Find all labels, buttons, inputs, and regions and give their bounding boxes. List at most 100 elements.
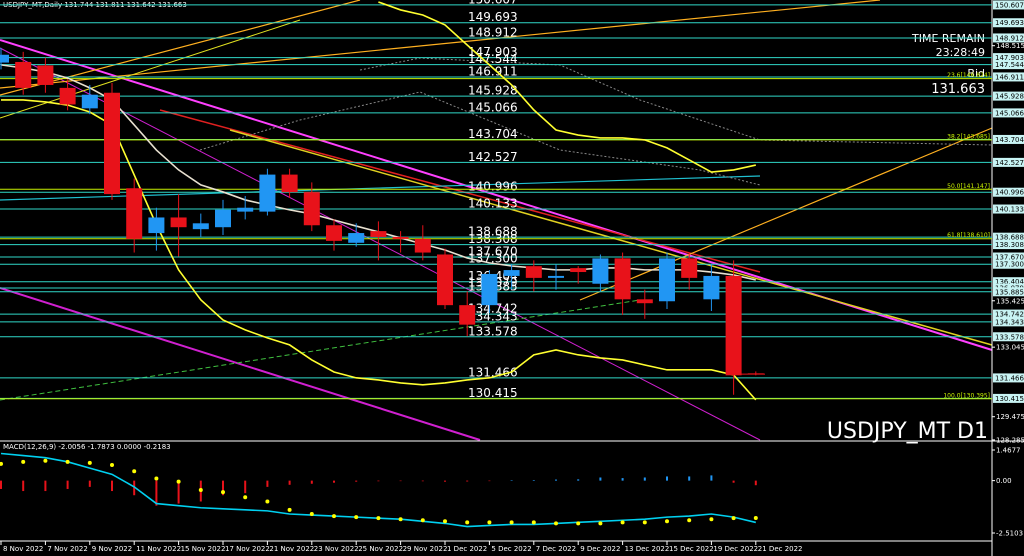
level-axis-label: 143.704 <box>995 136 1024 144</box>
candle-body <box>126 188 143 239</box>
trendline <box>579 127 993 301</box>
level-box <box>993 187 1024 197</box>
indicator-line <box>378 1 756 173</box>
macd-histogram-bar <box>488 480 491 482</box>
level-axis-label: 135.885 <box>995 288 1024 296</box>
level-axis-label: 138.308 <box>995 241 1024 249</box>
fib-label: 61.8[138.610] <box>947 232 990 239</box>
candle-body <box>614 258 631 300</box>
candle-body <box>192 223 209 230</box>
level-axis-label: 147.903 <box>995 54 1024 62</box>
macd-signal-dot <box>154 476 159 481</box>
macd-histogram-bar <box>510 480 513 481</box>
level-label: 145.066 <box>468 100 518 114</box>
candle-body <box>548 275 564 278</box>
macd-signal-dot <box>709 517 714 522</box>
candle-body <box>81 94 98 109</box>
level-box <box>993 204 1024 214</box>
level-axis-label: 131.466 <box>995 374 1024 382</box>
level-label: 140.996 <box>468 180 518 194</box>
level-box <box>993 332 1024 342</box>
x-tick-label: 9 Dec 2022 <box>580 545 620 553</box>
candle-body <box>414 238 431 253</box>
macd-histogram-bar <box>133 480 136 496</box>
macd-signal-dot <box>509 520 514 525</box>
level-label: 143.704 <box>468 127 518 141</box>
level-label: 145.928 <box>468 84 518 98</box>
macd-signal-dot <box>354 515 359 520</box>
level-box <box>993 33 1024 43</box>
bid: 131.663 <box>931 82 985 97</box>
x-tick-label: 7 Dec 2022 <box>536 545 576 553</box>
trendline <box>0 19 301 119</box>
level-box <box>993 91 1024 101</box>
level-box <box>993 134 1024 144</box>
macd-signal-dot <box>287 507 292 512</box>
macd-signal-dot <box>21 459 26 464</box>
candle-body <box>570 268 587 273</box>
timer: 23:28:49 <box>936 46 985 59</box>
macd-signal-dot <box>554 521 558 526</box>
level-box <box>993 309 1024 319</box>
fib-label: 23.6[146.824] <box>947 72 990 79</box>
level-label: 137.300 <box>468 252 518 266</box>
macd-histogram-bar <box>0 480 2 489</box>
macd-signal-dot <box>576 521 581 526</box>
level-axis-label: 142.527 <box>995 159 1024 167</box>
level-axis-label: 140.996 <box>995 189 1024 197</box>
x-tick-label: 9 Nov 2022 <box>92 545 132 553</box>
macd-histogram-bar <box>66 480 69 489</box>
macd-signal-dot <box>132 469 137 474</box>
macd-signal-dot <box>198 488 203 493</box>
x-tick-label: 29 Nov 2022 <box>403 545 448 553</box>
macd-histogram-bar <box>88 480 91 487</box>
macd-histogram-bar <box>421 480 424 482</box>
level-label: 149.693 <box>468 10 518 24</box>
x-tick-label: 25 Nov 2022 <box>358 545 403 553</box>
indicator-line <box>1 99 757 401</box>
macd-histogram-bar <box>732 480 735 483</box>
macd-signal-dot <box>598 521 603 526</box>
macd-histogram-bar <box>288 480 291 485</box>
macd-histogram-bar <box>688 476 691 481</box>
candle-body <box>170 217 187 228</box>
timer-label: TIME REMAIN <box>911 32 985 45</box>
candle-body <box>392 236 409 239</box>
x-tick-label: 11 Nov 2022 <box>136 545 181 553</box>
level-box <box>993 393 1024 403</box>
x-tick-label: 13 Dec 2022 <box>625 545 670 553</box>
level-axis-label: 150.607 <box>995 1 1024 9</box>
candle-body <box>303 192 320 226</box>
level-box <box>993 18 1024 28</box>
level-axis-label: 138.688 <box>995 234 1024 242</box>
macd-histogram-bar <box>155 480 158 506</box>
level-axis-label: 134.343 <box>995 318 1024 326</box>
macd-histogram-bar <box>444 480 446 482</box>
level-label: 147.544 <box>468 52 518 66</box>
macd-histogram-bar <box>310 480 313 484</box>
level-box <box>993 252 1024 262</box>
x-tick-label: 21 Nov 2022 <box>269 545 314 553</box>
macd-histogram-bar <box>355 480 358 482</box>
candle-body <box>59 87 76 105</box>
macd-signal-dot <box>398 517 403 522</box>
macd-signal-dot <box>376 516 381 521</box>
level-box <box>993 317 1024 327</box>
macd-title: MACD(12,26,9) -2.0056 -1.7873 0.0000 -0.… <box>3 443 171 451</box>
macd-histogram-bar <box>710 475 713 481</box>
x-tick-label: 7 Nov 2022 <box>47 545 87 553</box>
macd-histogram-bar <box>399 480 402 482</box>
macd-histogram-bar <box>555 479 557 481</box>
trendline <box>0 287 481 441</box>
candle-body <box>747 373 764 375</box>
candle-body <box>370 231 387 237</box>
macd-histogram-bar <box>177 480 180 504</box>
level-axis-label: 148.912 <box>995 34 1024 42</box>
y-tick-label: 133.045 <box>996 344 1024 352</box>
level-axis-label: 133.578 <box>995 333 1024 341</box>
level-axis-label: 137.670 <box>995 254 1024 262</box>
x-tick-label: 19 Dec 2022 <box>713 545 758 553</box>
level-box <box>993 277 1024 287</box>
